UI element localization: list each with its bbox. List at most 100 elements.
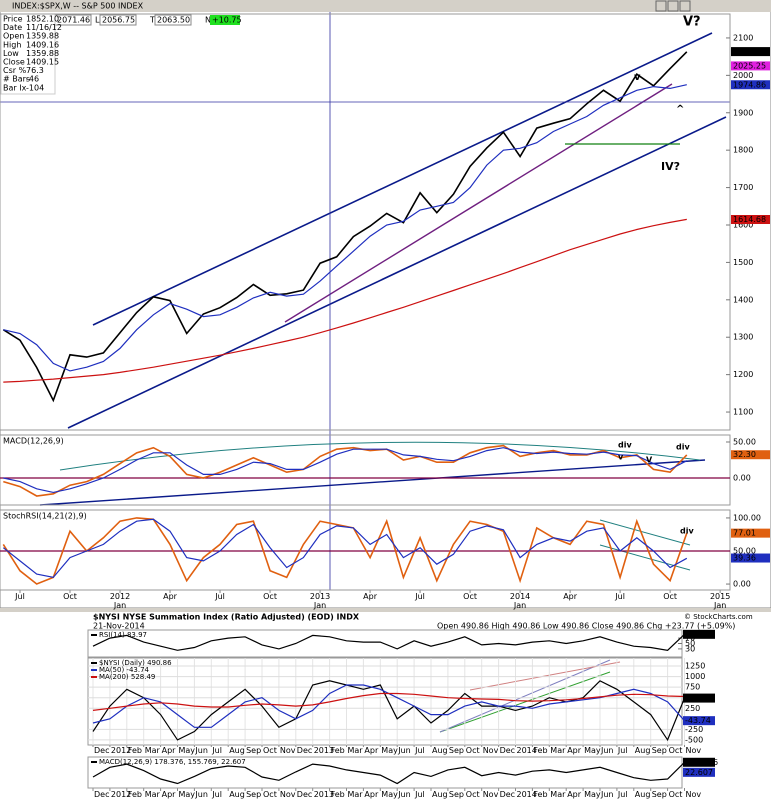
series-line xyxy=(2,51,688,403)
x-tick-label: Jul xyxy=(212,746,222,755)
info-label: Csr % xyxy=(3,66,27,75)
annotation: div xyxy=(618,441,632,450)
readout-field: N xyxy=(205,16,211,25)
x-tick-label: Feb xyxy=(330,746,345,755)
y-tick-label: 750 xyxy=(685,683,700,692)
price-tag xyxy=(683,629,715,639)
x-tick-label: Jul xyxy=(212,790,222,799)
x-tick-label: 2015 Jan xyxy=(709,592,731,610)
x-tick-label: Jul xyxy=(617,746,628,755)
y-tick-label: 1100 xyxy=(733,408,753,417)
price-tag xyxy=(683,757,715,767)
info-value: 1359.88 xyxy=(26,49,59,58)
info-value: 1409.16 xyxy=(26,40,59,49)
y-tick-label: 2100 xyxy=(733,33,753,42)
panel xyxy=(0,434,731,506)
x-tick-label: Nov xyxy=(685,746,702,755)
x-tick-label: Sep xyxy=(246,746,262,755)
x-tick-label: Dec xyxy=(94,790,110,799)
x-tick-label: Jun xyxy=(601,790,614,799)
price-tag xyxy=(683,716,715,726)
x-tick-label: Mar xyxy=(550,790,566,799)
readout-box xyxy=(99,14,137,26)
y-tick-label: 1250 xyxy=(685,662,705,671)
x-tick-label: Oct xyxy=(263,790,277,799)
legend-entry: MA(50) -43.74 xyxy=(99,666,150,674)
price-tag-label: 1974.86 xyxy=(733,80,766,89)
x-tick-label: Jun xyxy=(398,746,411,755)
y-tick-label: -250 xyxy=(685,725,703,734)
y-tick-label: 0.00 xyxy=(733,473,751,482)
x-tick-label: Dec xyxy=(499,746,516,755)
price-tag xyxy=(683,693,715,703)
x-tick-label: 2013 xyxy=(313,746,335,755)
x-tick-label: Feb xyxy=(330,790,345,799)
chart-title: $NYSI NYSE Summation Index (Ratio Adjust… xyxy=(93,613,360,622)
window-title: INDEX:$SPX,W -- S&P 500 INDEX xyxy=(12,2,144,11)
x-tick-label: Jun xyxy=(601,746,614,755)
x-tick-label: 2014 xyxy=(516,790,537,799)
x-tick-label: Mar xyxy=(144,746,160,755)
annotation: v xyxy=(634,72,641,83)
x-tick-label: 2013 xyxy=(313,790,335,799)
legend-entry: RSI(14) 83.97 xyxy=(99,631,147,639)
readout-field: 2071.46 xyxy=(57,16,90,25)
trend-line xyxy=(67,116,727,429)
window-button[interactable] xyxy=(667,0,679,12)
info-label: # Bars xyxy=(3,75,30,84)
info-label: Date xyxy=(3,23,22,32)
y-tick-label: 100.00 xyxy=(733,513,761,522)
window-button[interactable] xyxy=(679,0,691,12)
x-tick-label: Oct xyxy=(465,746,480,755)
info-value: -46 xyxy=(26,75,39,84)
price-tag xyxy=(731,450,770,460)
x-tick-label: Apr xyxy=(161,746,176,755)
y-tick-label: 1700 xyxy=(733,183,753,192)
x-tick-label: Jun xyxy=(398,790,411,799)
info-value: 11/16/12 xyxy=(26,23,62,32)
price-tag xyxy=(731,553,770,563)
x-tick-label: Apr xyxy=(567,790,582,799)
series-line xyxy=(3,447,688,494)
readout-field: 2063.50 xyxy=(157,16,190,25)
x-tick-label: Apr xyxy=(364,746,379,755)
x-tick-label: Jul xyxy=(415,592,425,601)
chart-date: 21-Nov-2014 xyxy=(93,622,145,631)
x-tick-label: Sep xyxy=(448,790,464,799)
price-tag-label: 22.607 xyxy=(685,768,713,777)
x-tick-label: Nov xyxy=(279,790,296,799)
x-tick-label: Aug xyxy=(634,790,651,799)
info-label: Open xyxy=(3,32,24,41)
price-tag xyxy=(731,47,770,57)
y-tick-label: 50.00 xyxy=(733,437,756,446)
price-tag xyxy=(731,61,770,71)
x-tick-label: Oct xyxy=(465,790,480,799)
x-tick-label: 2012 Jan xyxy=(109,592,131,610)
x-tick-label: Aug xyxy=(229,790,245,799)
legend-entry: $NYSI (Daily) 490.86 xyxy=(99,659,172,667)
y-tick-label: -500 xyxy=(685,735,703,744)
y-tick-label: 2000 xyxy=(733,71,753,80)
window-button[interactable] xyxy=(655,0,667,12)
annotation: div xyxy=(676,443,690,452)
x-tick-label: Aug xyxy=(634,746,651,755)
x-tick-label: Jul xyxy=(415,790,425,799)
price-tag-label: 2063.50 xyxy=(733,47,766,56)
x-tick-label: Jul xyxy=(215,592,225,601)
panel-title: MACD(12,26,9) xyxy=(3,437,64,446)
separator xyxy=(0,608,771,612)
x-tick-label: Sep xyxy=(651,790,667,799)
window-frame xyxy=(0,0,771,609)
series-line xyxy=(2,518,688,579)
x-tick-label: 2012 xyxy=(110,746,132,755)
series-line xyxy=(92,692,685,711)
title-bar xyxy=(0,0,771,12)
price-tag xyxy=(731,528,770,538)
y-tick-label: 1200 xyxy=(733,370,753,379)
x-tick-label: Aug xyxy=(432,746,448,755)
x-tick-label: Apr xyxy=(563,592,578,601)
y-tick-label: 1000 xyxy=(685,672,705,681)
series-line xyxy=(92,684,685,728)
x-tick-label: Oct xyxy=(63,592,77,601)
info-value: 1409.15 xyxy=(26,58,59,67)
